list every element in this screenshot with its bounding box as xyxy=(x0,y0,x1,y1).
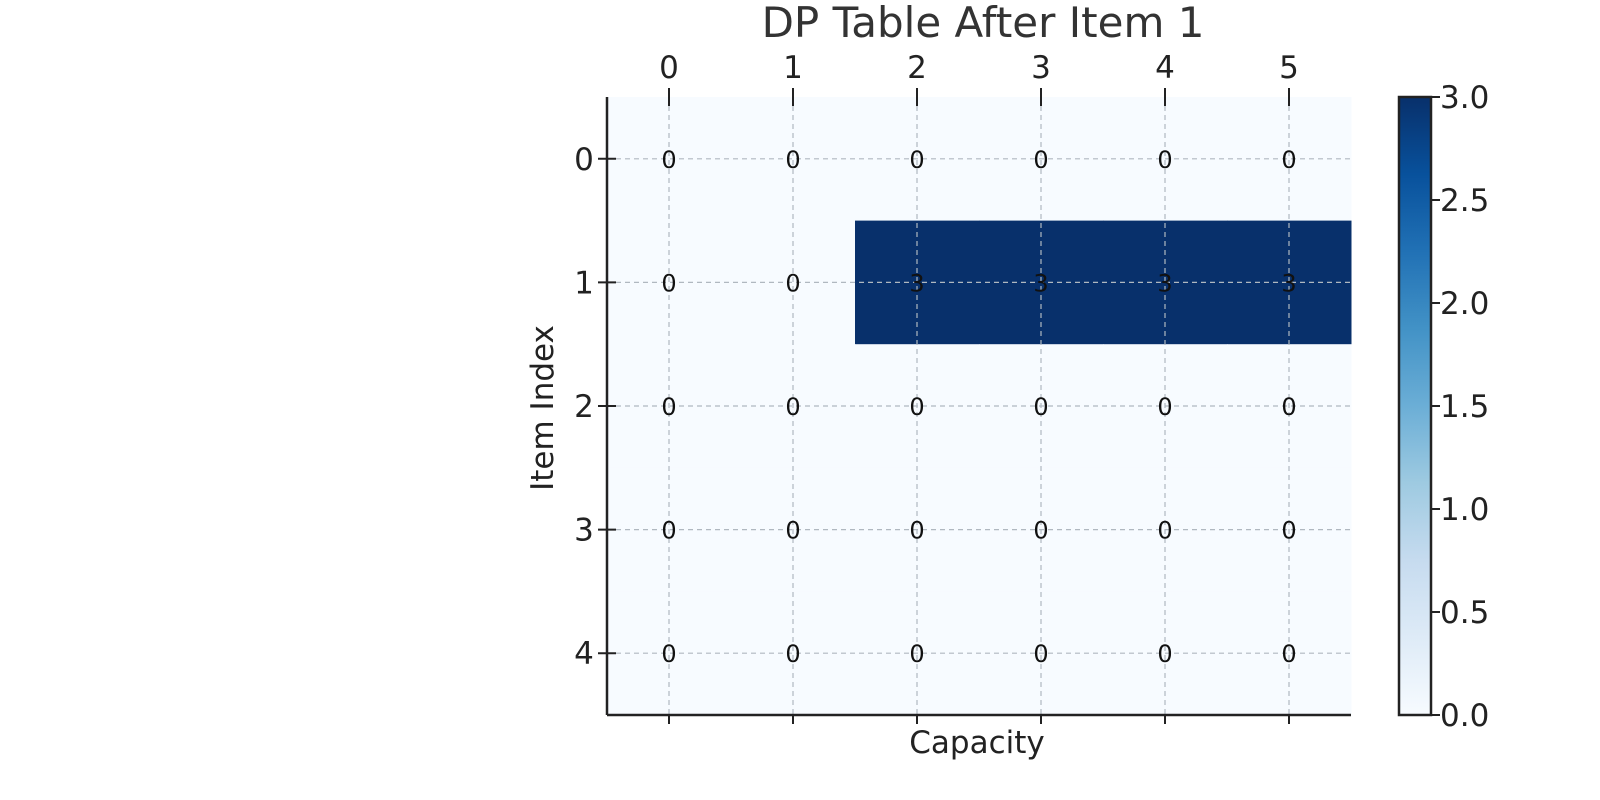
cell-value-label: 0 xyxy=(785,393,800,421)
cell-value-label: 0 xyxy=(1033,517,1048,545)
cell-value-label: 0 xyxy=(661,640,676,668)
cell-value-label: 0 xyxy=(661,517,676,545)
colorbar-ticks: 0.0 0.5 1.0 1.5 2.0 2.5 3.0 xyxy=(1431,80,1489,734)
cell-value-label: 3 xyxy=(1281,269,1296,297)
x-tick-label: 4 xyxy=(1155,50,1175,86)
cell-value-label: 0 xyxy=(909,393,924,421)
y-tick-label: 2 xyxy=(574,389,594,425)
cell-value-label: 0 xyxy=(1157,517,1172,545)
cell-value-label: 0 xyxy=(909,640,924,668)
x-tick-label: 0 xyxy=(659,50,679,86)
x-tick-label: 3 xyxy=(1031,50,1051,86)
cell-value-label: 0 xyxy=(909,146,924,174)
cell-value-label: 0 xyxy=(1281,393,1296,421)
y-axis-label: Item Index xyxy=(525,325,561,491)
y-axis-ticks: 0 1 2 3 4 xyxy=(574,142,616,672)
cell-value-label: 3 xyxy=(909,269,924,297)
cell-value-labels: 0 0 0 0 0 0 0 0 3 3 3 3 0 0 0 0 0 0 0 0 0 0 0 0 0 0 0 0 0 0 xyxy=(661,146,1296,668)
cell-value-label: 0 xyxy=(661,393,676,421)
cell-value-label: 0 xyxy=(785,269,800,297)
cell-value-label: 0 xyxy=(785,640,800,668)
x-tick-label: 1 xyxy=(783,50,803,86)
colorbar-gradient xyxy=(1397,95,1433,717)
cell-value-label: 0 xyxy=(1157,393,1172,421)
cell-value-label: 0 xyxy=(1281,146,1296,174)
cell-value-label: 0 xyxy=(909,517,924,545)
cell-value-label: 0 xyxy=(1033,146,1048,174)
colorbar-tick-label: 1.5 xyxy=(1440,389,1489,425)
grid-lines xyxy=(607,97,1351,715)
y-tick-label: 4 xyxy=(574,636,594,672)
chart-title: DP Table After Item 1 xyxy=(762,0,1205,47)
colorbar-tick-label: 1.0 xyxy=(1440,492,1489,528)
cell-value-label: 0 xyxy=(1281,640,1296,668)
colorbar-tick-label: 0.0 xyxy=(1440,698,1489,734)
cell-value-label: 0 xyxy=(785,146,800,174)
x-axis-ticks: 0 1 2 3 4 5 xyxy=(659,50,1299,724)
colorbar-tick-label: 2.0 xyxy=(1440,286,1489,322)
colorbar-tick-label: 2.5 xyxy=(1440,183,1489,219)
y-tick-label: 1 xyxy=(574,265,594,301)
x-tick-label: 2 xyxy=(907,50,927,86)
cell-value-label: 3 xyxy=(1157,269,1172,297)
cell-value-label: 0 xyxy=(1033,640,1048,668)
y-tick-label: 0 xyxy=(574,142,594,178)
cell-value-label: 0 xyxy=(1157,146,1172,174)
y-tick-label: 3 xyxy=(574,513,594,549)
cell-value-label: 3 xyxy=(1033,269,1048,297)
cell-value-label: 0 xyxy=(1281,517,1296,545)
x-tick-label: 5 xyxy=(1279,50,1299,86)
colorbar: 0.0 0.5 1.0 1.5 2.0 2.5 3.0 xyxy=(1397,80,1489,734)
colorbar-tick-label: 3.0 xyxy=(1440,80,1489,116)
cell-value-label: 0 xyxy=(1157,640,1172,668)
cell-value-label: 0 xyxy=(785,517,800,545)
cell-value-label: 0 xyxy=(1033,393,1048,421)
x-axis-label: Capacity xyxy=(909,725,1044,761)
cell-value-label: 0 xyxy=(661,269,676,297)
cell-value-label: 0 xyxy=(661,146,676,174)
colorbar-tick-label: 0.5 xyxy=(1440,595,1489,631)
